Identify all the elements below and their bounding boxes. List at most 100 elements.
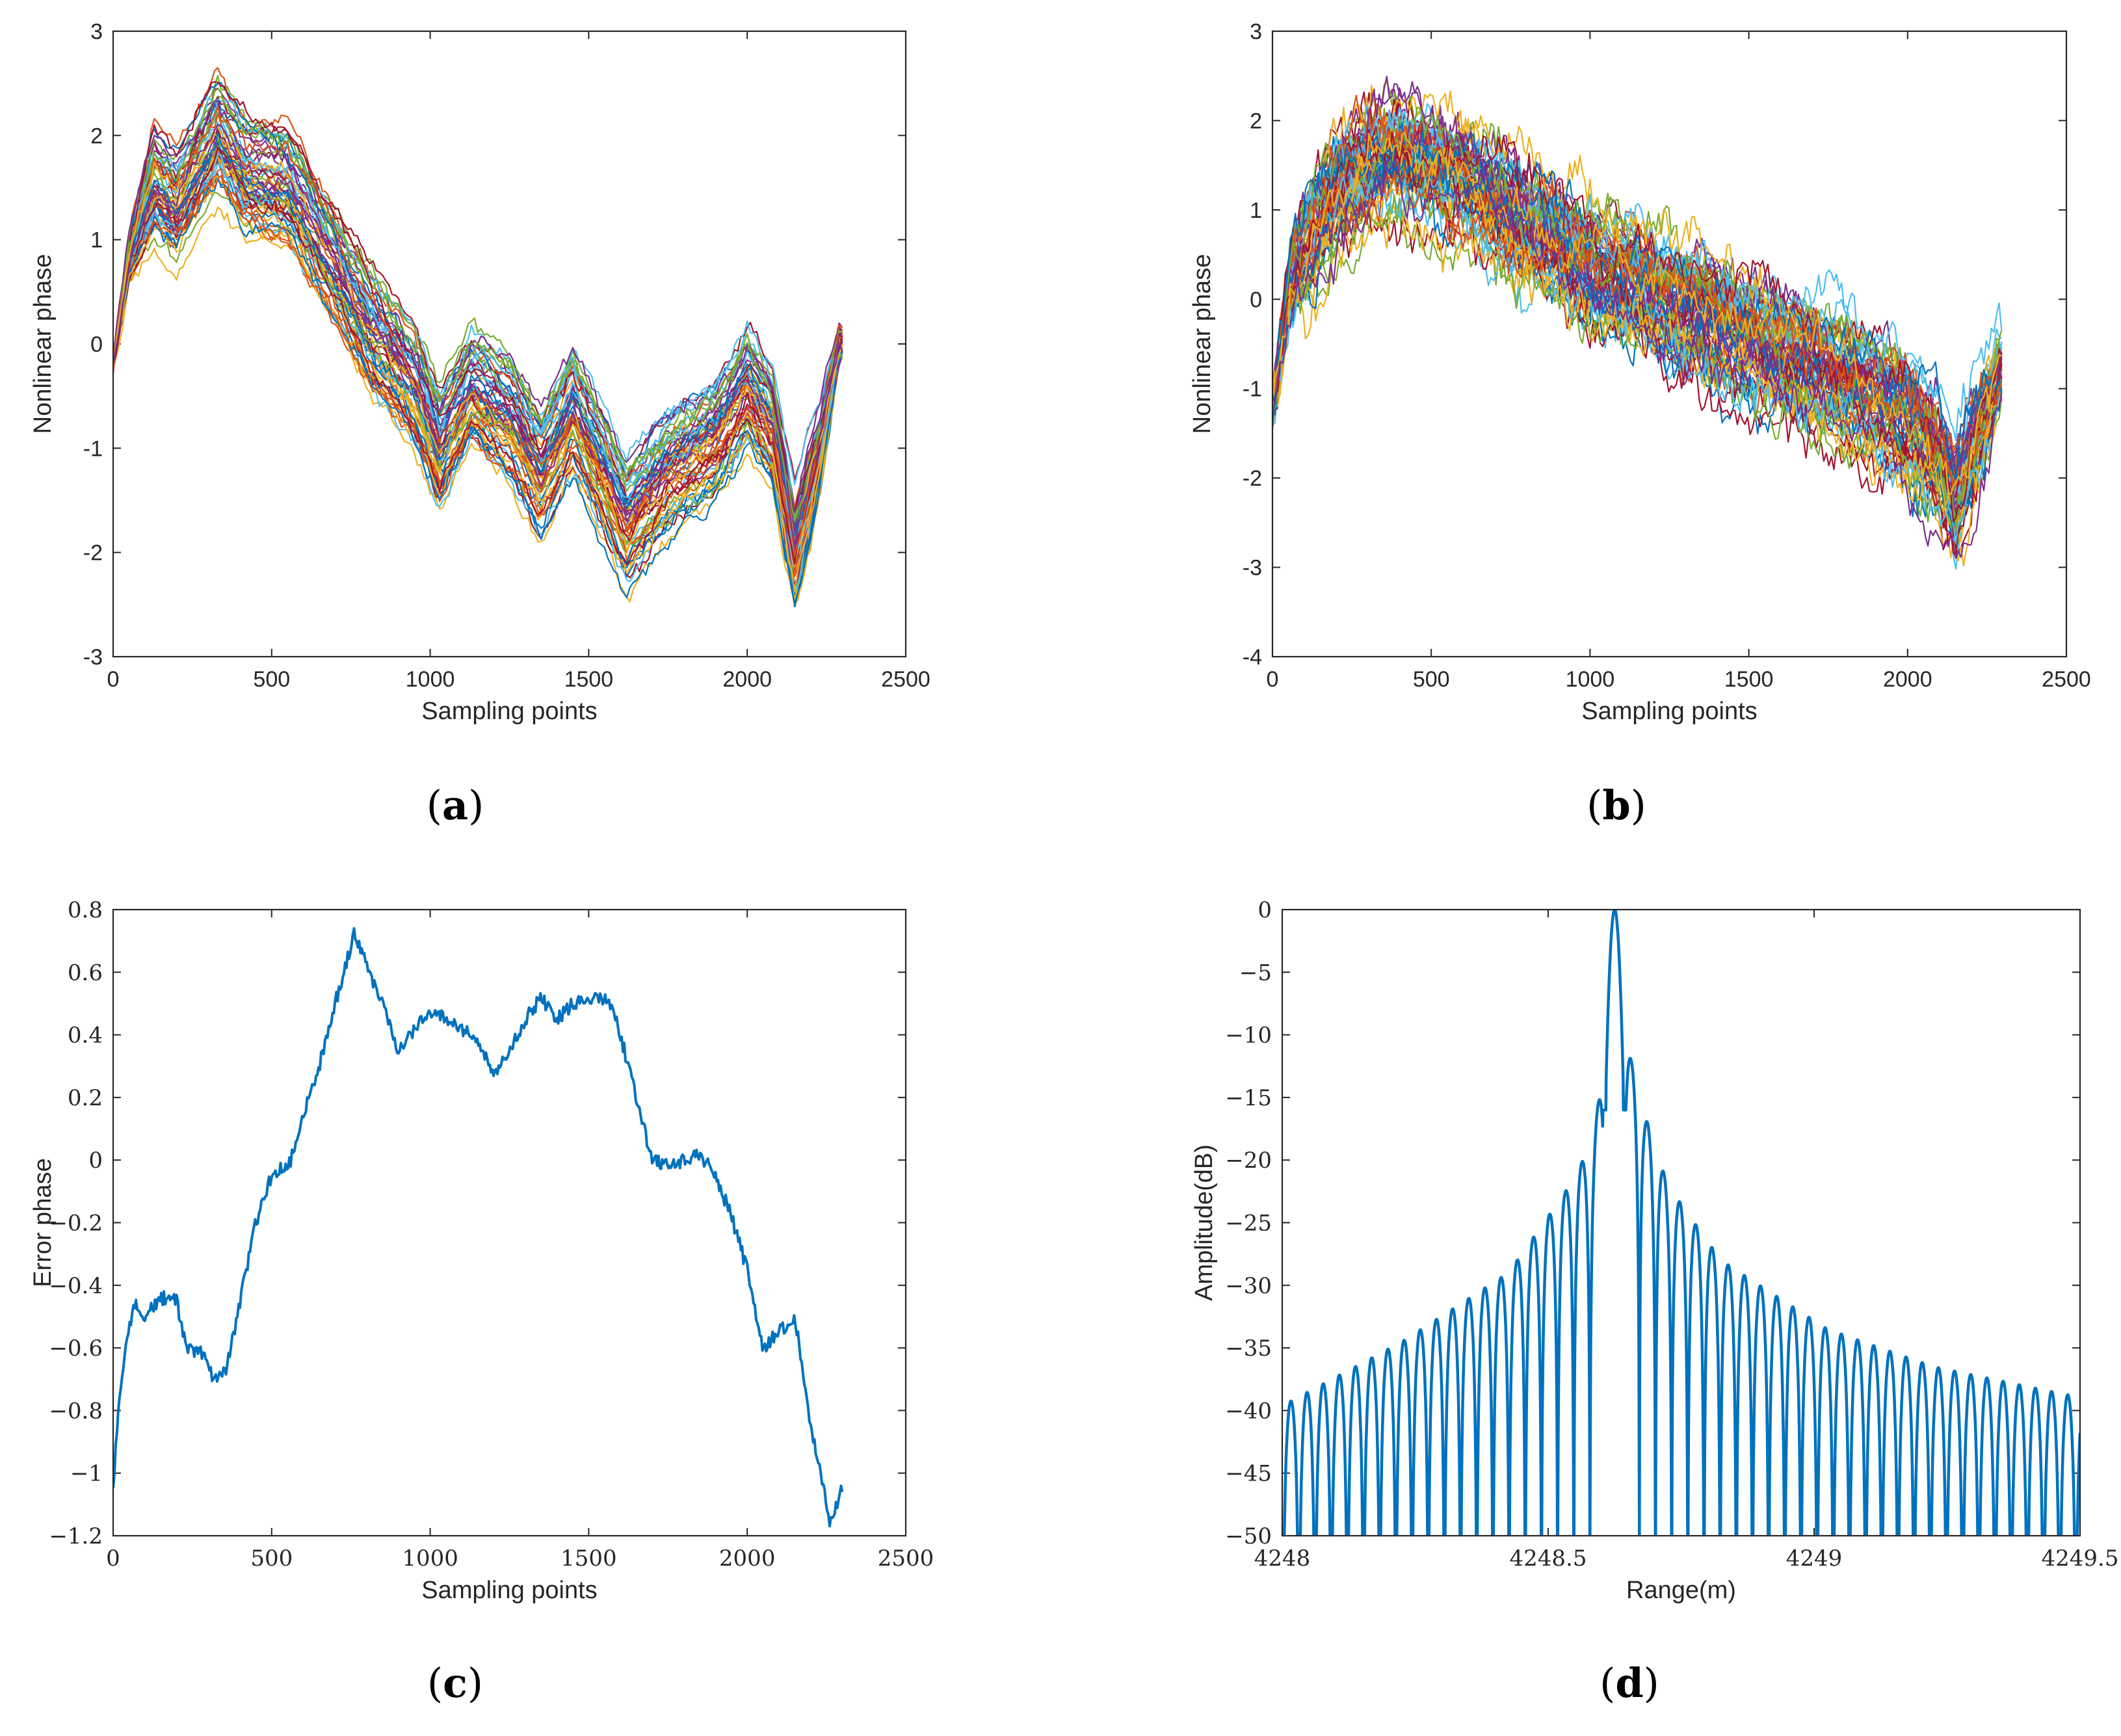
- series-line: [1272, 133, 2003, 529]
- y-tick-label: 0: [1250, 287, 1262, 312]
- series-line: [1272, 172, 2003, 544]
- y-tick-label: -3: [83, 645, 103, 670]
- caption-open-paren: (: [427, 782, 442, 829]
- series-line: [113, 125, 843, 552]
- caption-letter: b: [1602, 782, 1630, 829]
- series-line: [113, 88, 843, 519]
- series-line: [1272, 159, 2003, 559]
- panel-a-ticks: 0 500 1000 1500 2000 2500 -3 -2 -1 0 1 2 3: [83, 20, 930, 692]
- panel-a-caption: (a): [427, 782, 484, 829]
- y-tick-label: −45: [1225, 1461, 1272, 1487]
- panel-c-axes-frame: [112, 908, 907, 1537]
- panel-d: 4248 4248.5 4249 4249.5−50−45−40−35−30−25−2…: [1191, 897, 2118, 1707]
- panel-a-plot-area: [113, 67, 843, 608]
- panel-b-plot-area: [1272, 75, 2003, 570]
- y-tick-label: −25: [1225, 1211, 1272, 1237]
- series-line: [113, 173, 843, 598]
- series-line: [1272, 103, 2003, 543]
- x-tick-label: 0: [107, 667, 120, 692]
- caption-open-paren: (: [427, 1659, 443, 1707]
- panel-d-axes-frame: [1281, 908, 2081, 1537]
- x-tick-label: 500: [250, 1545, 293, 1572]
- x-tick-label: 1500: [1724, 667, 1774, 692]
- y-tick-label: -2: [83, 541, 103, 566]
- series-line: [113, 146, 843, 566]
- y-tick-label: −15: [1225, 1085, 1272, 1111]
- x-tick-label: 1500: [560, 1545, 617, 1572]
- panel-c-ticks: 0 500 1000 1500 2000 2500 −1.2 −1 −0.8 −0.6 −0.4 −0…: [49, 897, 934, 1572]
- y-tick-label: 0.4: [68, 1023, 103, 1049]
- caption-close-paren: ): [1644, 1659, 1659, 1707]
- x-tick-label: 0: [106, 1545, 120, 1572]
- series-line: [1272, 141, 2003, 538]
- panel-c-ylabel: Error phase: [29, 1158, 57, 1287]
- panel-d-ticks: 4248 4248.5 4249 4249.5−50−45−40−35−30−25−2…: [1225, 897, 2118, 1572]
- y-tick-label: −0.6: [49, 1335, 103, 1361]
- y-tick-label: −0.2: [49, 1211, 103, 1237]
- x-tick-label: 4248.5: [1510, 1545, 1587, 1572]
- y-tick-label: −0.4: [49, 1273, 103, 1299]
- series-line: [113, 156, 843, 570]
- y-tick-label: 0: [88, 1148, 103, 1174]
- x-tick-label: 2000: [1883, 667, 1932, 692]
- panel-d-plot-area: [1283, 910, 2080, 1536]
- panel-c-xlabel: Sampling points: [421, 1577, 597, 1604]
- series-line: [1272, 116, 2003, 477]
- x-tick-label: 2000: [719, 1545, 776, 1572]
- y-tick-label: 2: [90, 124, 103, 148]
- y-tick-label: −30: [1225, 1273, 1272, 1299]
- caption-close-paren: ): [468, 782, 484, 829]
- x-tick-label: 2500: [2042, 667, 2091, 692]
- x-tick-label: 2500: [878, 1545, 934, 1572]
- series-line: [113, 158, 843, 608]
- y-tick-label: 0.2: [68, 1085, 103, 1111]
- panel-c-plot-area: [113, 927, 844, 1528]
- x-tick-label: 4249.5: [2042, 1545, 2119, 1572]
- y-tick-label: -1: [1243, 377, 1262, 402]
- caption-close-paren: ): [1631, 782, 1646, 829]
- panel-a-xlabel: Sampling points: [421, 698, 597, 725]
- y-tick-label: -1: [83, 436, 103, 461]
- y-tick-label: 3: [90, 20, 103, 44]
- series-line: [1272, 170, 2003, 488]
- y-tick-label: 2: [1250, 109, 1262, 133]
- y-tick-label: −40: [1225, 1398, 1272, 1424]
- series-line: [113, 81, 843, 513]
- caption-letter: a: [442, 782, 468, 829]
- x-tick-label: 2500: [881, 667, 930, 692]
- y-tick-label: 0.6: [68, 960, 103, 986]
- y-tick-label: −10: [1225, 1023, 1272, 1049]
- caption-letter: d: [1615, 1659, 1643, 1707]
- y-tick-label: −5: [1239, 960, 1272, 986]
- caption-close-paren: ): [468, 1659, 483, 1707]
- panel-a-axes-frame: [112, 30, 907, 658]
- y-tick-label: 1: [1250, 198, 1262, 223]
- amplitude-line: [1283, 910, 2080, 1536]
- x-tick-label: 1000: [402, 1545, 458, 1572]
- panel-d-ylabel: Amplitude(dB): [1191, 1144, 1218, 1301]
- y-tick-label: −0.8: [49, 1398, 103, 1424]
- series-line: [1272, 131, 2002, 495]
- series-line: [113, 102, 843, 486]
- panel-b: 0 500 1000 1500 2000 2500 -4 -3 -2 -1 0 1 2 3 Samplin…: [1189, 20, 2091, 829]
- panel-b-ylabel: Nonlinear phase: [1189, 254, 1216, 434]
- x-tick-label: 4248: [1254, 1545, 1311, 1572]
- series-line: [113, 168, 843, 560]
- x-tick-label: 500: [1413, 667, 1450, 692]
- y-tick-label: −20: [1225, 1148, 1272, 1174]
- y-tick-label: 0: [1258, 897, 1272, 923]
- panel-b-axes-frame: [1271, 30, 2068, 658]
- y-tick-label: −1: [70, 1461, 103, 1487]
- y-tick-label: −35: [1225, 1335, 1272, 1361]
- panel-a-ylabel: Nonlinear phase: [29, 254, 57, 434]
- x-tick-label: 1000: [406, 667, 455, 692]
- panel-c: 0 500 1000 1500 2000 2500 −1.2 −1 −0.8 −0.6 −0.4 −0…: [29, 897, 934, 1707]
- y-tick-label: 1: [90, 228, 103, 253]
- panel-b-xlabel: Sampling points: [1581, 698, 1757, 725]
- x-tick-label: 1500: [564, 667, 614, 692]
- y-tick-label: -4: [1243, 645, 1262, 670]
- series-line: [1272, 129, 2003, 523]
- series-line: [113, 131, 843, 538]
- y-tick-label: 0.8: [68, 897, 103, 923]
